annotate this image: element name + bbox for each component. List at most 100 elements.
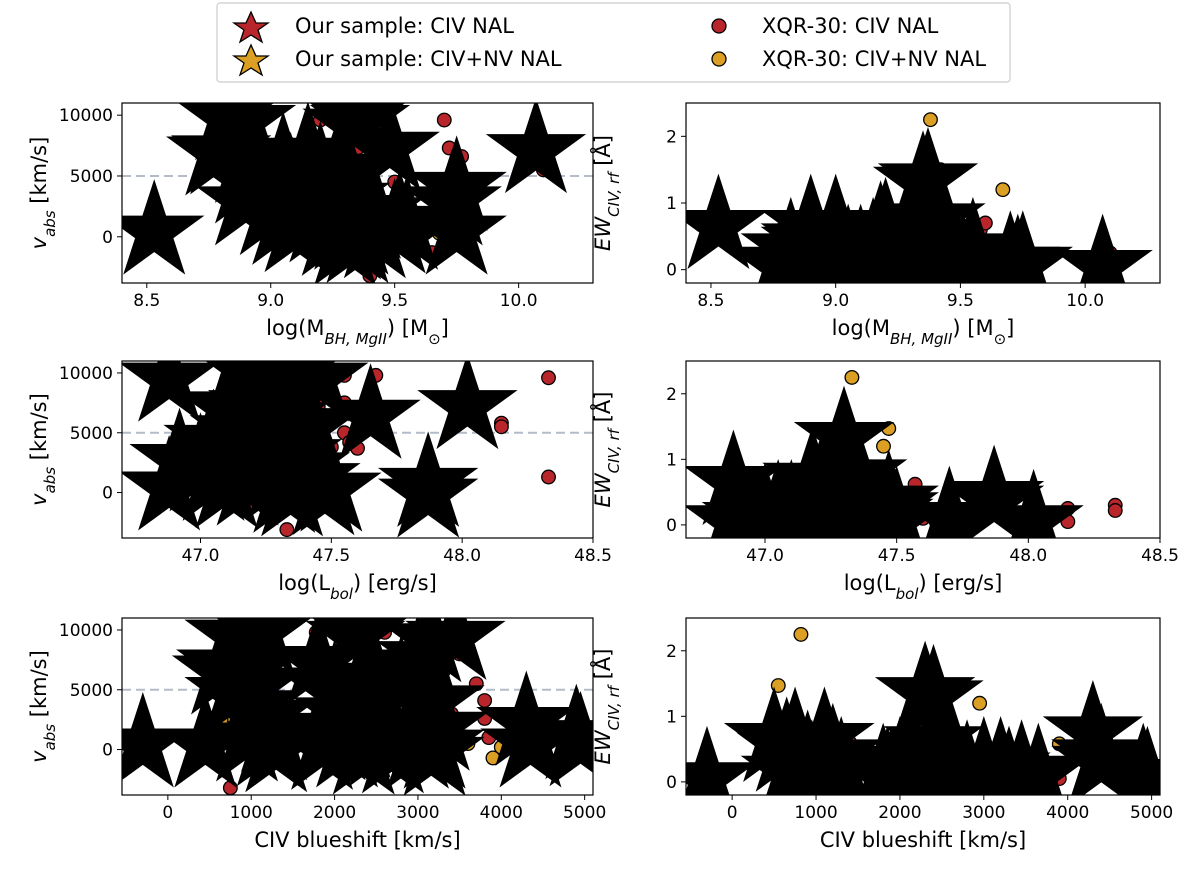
x-tick-label: 9.5 — [381, 291, 408, 311]
legend-circle-red-icon — [711, 18, 727, 34]
legend-star-red-icon — [231, 10, 271, 44]
y-tick-label: 0 — [666, 773, 677, 793]
markers — [702, 112, 1119, 280]
x-tick-label: 8.5 — [697, 291, 724, 311]
circle-marker — [995, 182, 1011, 198]
circle-marker — [1107, 503, 1123, 518]
circle-marker — [793, 626, 809, 642]
legend-label: Our sample: CIV NAL — [295, 14, 514, 38]
y-tick-label: 0 — [666, 261, 677, 281]
legend-star-gold-icon — [231, 43, 271, 77]
circle-marker — [541, 469, 556, 485]
y-tick-label: 5000 — [70, 424, 113, 444]
legend-entry-xqr-civnv: XQR-30: CIV+NV NAL — [711, 47, 986, 71]
panel-mbh_vabs: 8.5 9.0 9.5 10.0 0 5000 10000 log(MBH, MgII) [M… — [27, 101, 594, 348]
markers — [691, 626, 1164, 793]
panel-lbol_ew: 47.0 47.5 48.0 48.5 0 1 2 log(Lbol) [erg/s] EWCI… — [589, 360, 1179, 603]
star-marker — [1022, 758, 1054, 789]
markers — [127, 615, 597, 795]
legend-circle-gold-icon — [711, 51, 727, 67]
circle-marker — [1060, 514, 1076, 530]
y-tick-label: 10000 — [59, 364, 113, 384]
star-marker — [315, 472, 347, 503]
circle-marker — [844, 369, 860, 385]
y-tick-label: 0 — [102, 741, 113, 761]
circle-marker — [541, 370, 556, 386]
x-tick-label: 2000 — [313, 803, 356, 823]
x-tick-label: 9.0 — [257, 291, 284, 311]
x-tick-label: 9.0 — [822, 291, 849, 311]
axes-frame — [121, 360, 594, 539]
circle-marker — [923, 112, 938, 128]
x-tick-label: 0 — [162, 803, 173, 823]
x-tick-label: 47.0 — [182, 546, 220, 566]
star-marker — [691, 762, 723, 793]
x-axis-label: log(MBH, MgII) [M⊙] — [832, 316, 1015, 348]
legend-label: XQR-30: CIV+NV NAL — [762, 47, 986, 71]
star-marker — [520, 133, 552, 164]
star-marker — [153, 362, 185, 393]
x-axis-label: CIV blueshift [km/s] — [820, 828, 1026, 852]
y-tick-label: 1 — [666, 707, 677, 727]
y-tick-label: 1 — [666, 450, 677, 470]
x-axis-label: log(MBH, MgII) [M⊙] — [266, 316, 449, 348]
legend-entry-our-civ: Our sample: CIV NAL — [231, 10, 514, 44]
axes-frame — [121, 617, 594, 796]
x-tick-label: 10.0 — [1066, 291, 1104, 311]
star-marker — [138, 215, 170, 246]
circle-marker — [368, 367, 384, 383]
x-axis-label: CIV blueshift [km/s] — [254, 828, 460, 852]
x-tick-label: 47.5 — [312, 546, 350, 566]
legend-box — [216, 2, 1011, 83]
circle-marker — [387, 174, 403, 190]
star-marker — [702, 209, 734, 240]
y-tick-label: 2 — [666, 642, 677, 662]
star-marker — [1086, 249, 1118, 280]
circle-marker — [279, 522, 295, 538]
markers — [717, 369, 1123, 536]
legend-entry-xqr-civ: XQR-30: CIV NAL — [711, 14, 939, 38]
legend-label: Our sample: CIV+NV NAL — [295, 47, 562, 71]
panel-shift_vabs: 0 1000 2000 3000 4000 5000 0 5000 10000 CIV blues… — [27, 615, 606, 852]
x-tick-label: 3000 — [396, 803, 439, 823]
circle-marker — [350, 440, 365, 456]
circle-marker — [485, 750, 501, 766]
y-axis-label: EWCIV, rf [Å] — [589, 135, 623, 251]
star-marker — [354, 399, 386, 430]
star-marker — [412, 478, 444, 509]
x-tick-label: 48.5 — [1141, 546, 1179, 566]
circle-marker — [972, 695, 988, 711]
star-marker — [302, 362, 334, 393]
legend: Our sample: CIV NAL Our sample: CIV+NV N… — [216, 2, 1011, 83]
x-tick-label: 9.5 — [947, 291, 974, 311]
markers — [138, 101, 552, 283]
y-axis-label: vabs [km/s] — [27, 393, 59, 506]
y-tick-label: 0 — [102, 228, 113, 248]
y-tick-label: 0 — [102, 484, 113, 504]
star-marker — [440, 215, 472, 246]
x-axis-label: log(Lbol) [erg/s] — [278, 571, 437, 603]
axes-frame — [685, 617, 1161, 796]
y-axis-label: EWCIV, rf [Å] — [589, 649, 623, 765]
circle-marker — [770, 678, 786, 693]
circle-marker — [436, 112, 452, 128]
x-tick-label: 8.5 — [133, 291, 160, 311]
x-tick-label: 48.0 — [443, 546, 481, 566]
star-marker — [374, 131, 406, 162]
y-axis-label: EWCIV, rf [Å] — [589, 392, 623, 508]
y-axis-label: vabs [km/s] — [27, 137, 59, 250]
x-tick-label: 4000 — [1046, 803, 1089, 823]
y-tick-label: 5000 — [70, 681, 113, 701]
legend-entry-our-civnv: Our sample: CIV+NV NAL — [231, 43, 562, 77]
circle-marker — [876, 438, 891, 454]
panel-mbh_ew: 8.5 9.0 9.5 10.0 0 1 2 log(MBH, MgII) [M⊙] EWCIV… — [589, 102, 1161, 348]
star-marker — [127, 728, 159, 759]
x-tick-label: 2000 — [878, 803, 921, 823]
y-tick-label: 5000 — [70, 167, 113, 187]
y-tick-label: 1 — [666, 194, 677, 214]
x-tick-label: 48.5 — [574, 546, 612, 566]
y-tick-label: 2 — [666, 385, 677, 405]
x-tick-label: 48.0 — [1009, 546, 1047, 566]
axes-frame — [685, 102, 1161, 284]
